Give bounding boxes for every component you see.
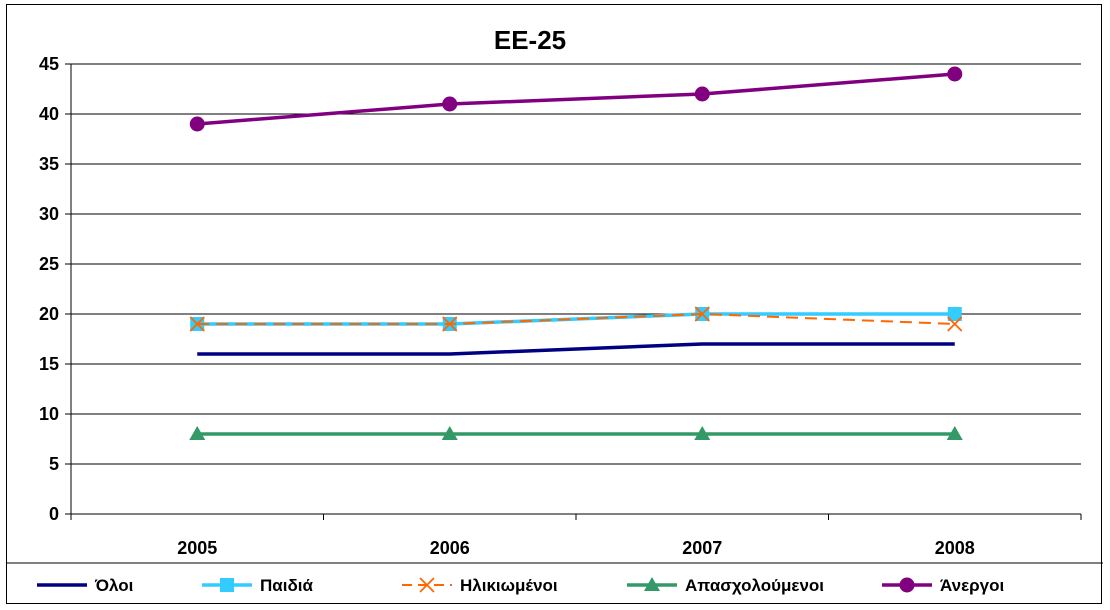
marker-circle [947, 66, 963, 82]
legend-label: Απασχολούμενοι [685, 576, 824, 595]
axis-layer: 0 5 10 15 20 25 30 35 40 45 2005 2006 2007 2008 [39, 54, 1082, 558]
x-tick-label: 2005 [177, 538, 217, 558]
series-line [197, 312, 955, 326]
x-tick-label: 2006 [430, 538, 470, 558]
marker-circle [899, 577, 915, 593]
series-line [197, 342, 955, 356]
marker-square [947, 307, 962, 321]
y-tick-label: 5 [49, 454, 59, 474]
series-layer [189, 66, 963, 440]
legend-label: Ηλικιωμένοι [460, 576, 558, 595]
series-1 [197, 342, 955, 356]
series-3 [189, 306, 963, 332]
y-tick-label: 0 [49, 504, 59, 524]
x-tick-label: 2008 [935, 538, 975, 558]
marker-circle [442, 96, 458, 112]
marker-x [442, 316, 458, 332]
y-tick-label: 45 [39, 54, 59, 74]
chart-frame: 0 5 10 15 20 25 30 35 40 45 2005 2006 2007 2008 ΕΕ-25… [6, 4, 1103, 604]
y-tick-label: 40 [39, 104, 59, 124]
marker-triangle [441, 426, 458, 440]
marker-square [220, 578, 234, 592]
line-chart: 0 5 10 15 20 25 30 35 40 45 2005 2006 2007 2008 ΕΕ-25… [7, 25, 1103, 595]
marker-circle [189, 116, 205, 132]
marker-circle [694, 86, 710, 102]
legend: Όλοι Παιδιά Ηλικιωμένοι Απασχολούμενοι Άνεργ… [7, 562, 1103, 595]
chart-title: ΕΕ-25 [494, 25, 566, 55]
marker-x [947, 316, 963, 332]
y-tick-label: 10 [39, 404, 59, 424]
series-4 [189, 426, 963, 440]
legend-item: Παιδιά [202, 576, 313, 595]
series-line [197, 313, 955, 325]
y-tick-label: 30 [39, 204, 59, 224]
marker-triangle [644, 577, 660, 591]
marker-triangle [946, 426, 963, 440]
series-5 [189, 66, 963, 132]
marker-x [189, 316, 205, 332]
y-tick-label: 35 [39, 154, 59, 174]
legend-label: Όλοι [94, 576, 134, 595]
legend-item: Άνεργοι [882, 576, 1005, 595]
legend-label: Άνεργοι [940, 576, 1005, 595]
marker-triangle [189, 426, 206, 440]
marker-x [419, 577, 435, 593]
marker-triangle [694, 426, 711, 440]
series-line [197, 72, 955, 126]
x-tick-label: 2007 [682, 538, 722, 558]
marker-x [694, 306, 710, 322]
legend-item: Όλοι [37, 576, 134, 595]
legend-item: Απασχολούμενοι [627, 576, 824, 595]
legend-label: Παιδιά [260, 576, 313, 595]
y-tick-label: 25 [39, 254, 59, 274]
grid-layer [71, 63, 1081, 465]
y-tick-label: 20 [39, 304, 59, 324]
y-tick-label: 15 [39, 354, 59, 374]
legend-item: Ηλικιωμένοι [402, 576, 558, 595]
